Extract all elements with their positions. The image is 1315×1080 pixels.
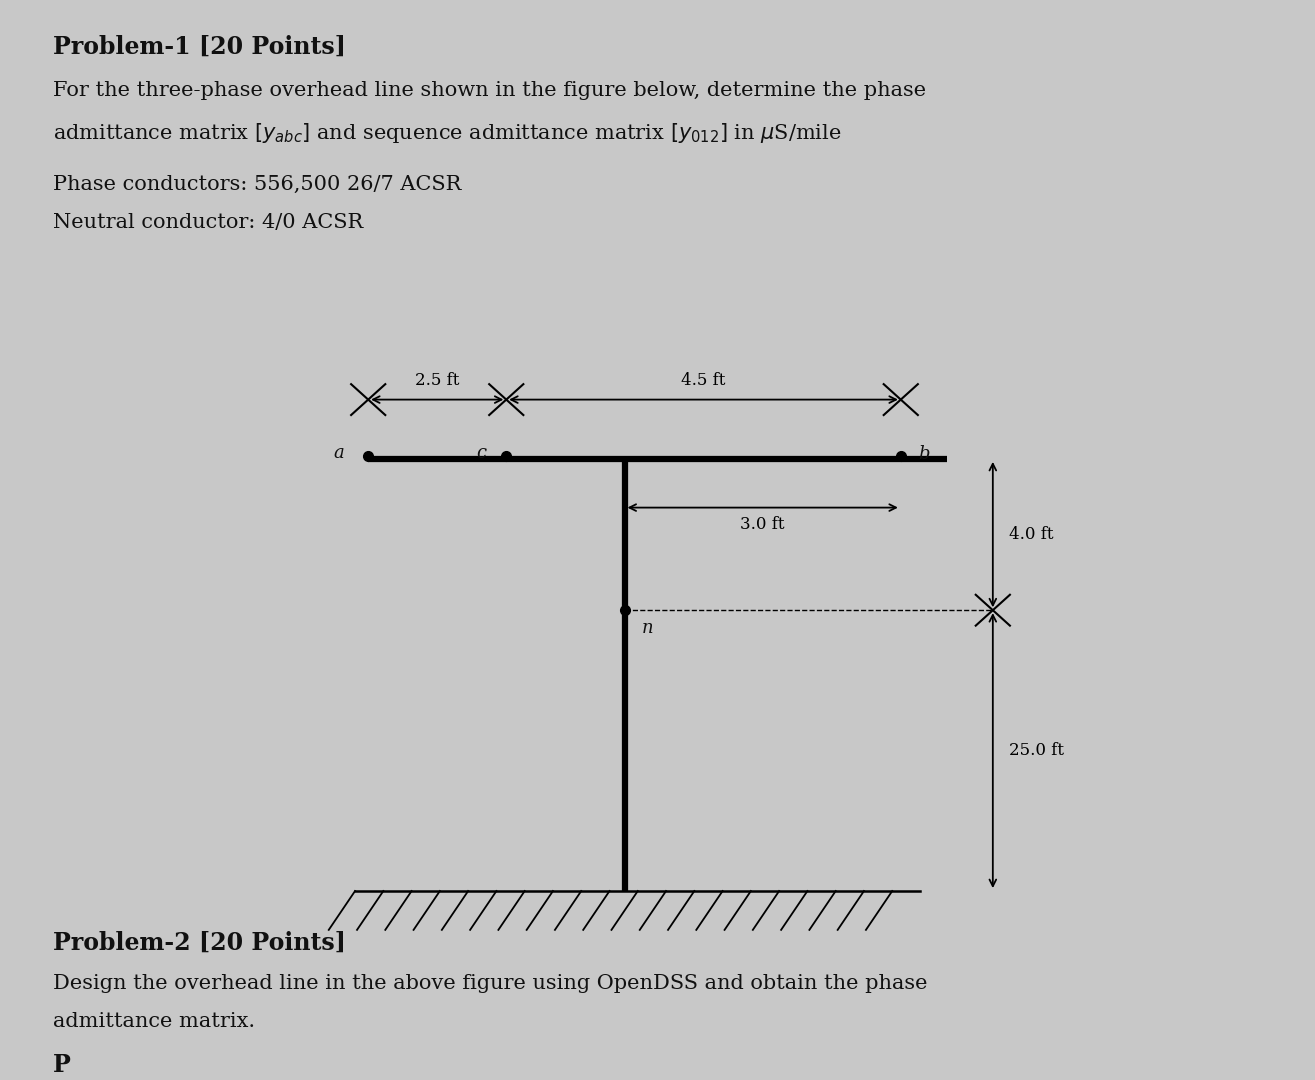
Text: 3.0 ft: 3.0 ft bbox=[740, 516, 785, 534]
Text: admittance matrix.: admittance matrix. bbox=[53, 1012, 255, 1031]
Text: 25.0 ft: 25.0 ft bbox=[1009, 742, 1064, 759]
Text: 2.5 ft: 2.5 ft bbox=[416, 372, 459, 389]
Text: b: b bbox=[918, 445, 930, 462]
Text: Problem-1 [20 Points]: Problem-1 [20 Points] bbox=[53, 35, 346, 58]
Text: Phase conductors: 556,500 26/7 ACSR: Phase conductors: 556,500 26/7 ACSR bbox=[53, 175, 462, 194]
Text: 4.0 ft: 4.0 ft bbox=[1009, 526, 1053, 543]
Text: Neutral conductor: 4/0 ACSR: Neutral conductor: 4/0 ACSR bbox=[53, 213, 363, 232]
Text: n: n bbox=[642, 619, 654, 637]
Text: admittance matrix $[y_{abc}]$ and sequence admittance matrix $[y_{012}]$ in $\mu: admittance matrix $[y_{abc}]$ and sequen… bbox=[53, 121, 842, 145]
Text: For the three-phase overhead line shown in the figure below, determine the phase: For the three-phase overhead line shown … bbox=[53, 81, 926, 100]
Text: c: c bbox=[476, 444, 487, 461]
Text: Problem-2 [20 Points]: Problem-2 [20 Points] bbox=[53, 931, 346, 955]
Text: 4.5 ft: 4.5 ft bbox=[681, 372, 726, 389]
Text: P: P bbox=[53, 1053, 71, 1077]
Text: a: a bbox=[334, 444, 345, 461]
Text: Design the overhead line in the above figure using OpenDSS and obtain the phase: Design the overhead line in the above fi… bbox=[53, 974, 927, 994]
